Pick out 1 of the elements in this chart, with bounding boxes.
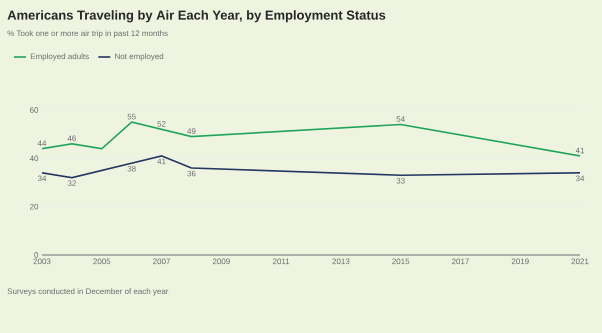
chart-title: Americans Traveling by Air Each Year, by Employment Status <box>8 10 386 22</box>
